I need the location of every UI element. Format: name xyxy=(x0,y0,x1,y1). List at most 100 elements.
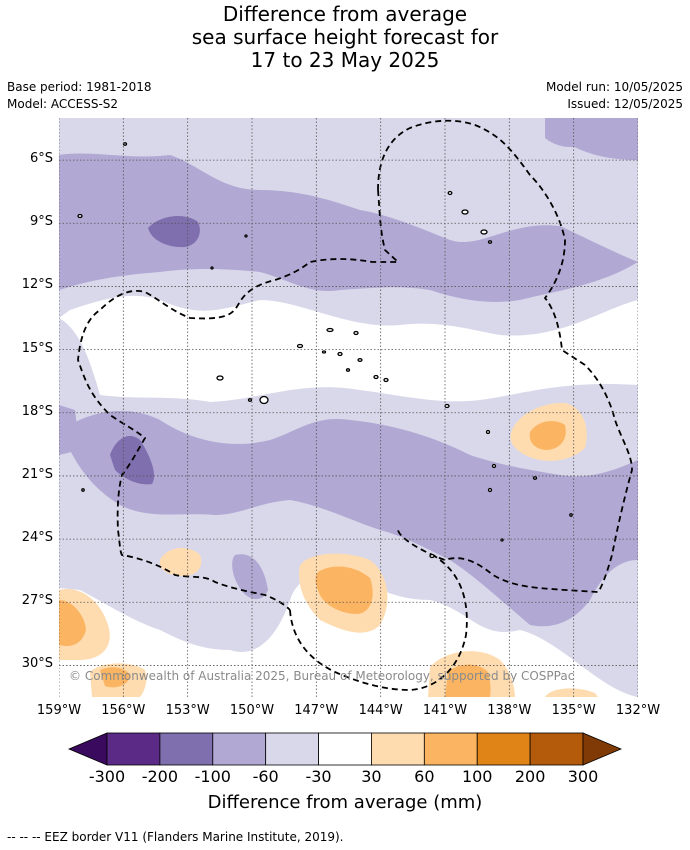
longitude-label: 159°W xyxy=(36,703,82,718)
longitude-label: 156°W xyxy=(101,703,146,718)
eez-border-marquesas xyxy=(77,119,633,611)
island xyxy=(444,403,450,409)
colorbar-segment xyxy=(159,732,214,766)
colorbar-tick-label: 300 xyxy=(567,767,599,786)
colorbar-tick-label: -200 xyxy=(141,767,179,786)
region-minus60-southeast xyxy=(615,516,638,560)
colorbar-segment xyxy=(371,732,425,766)
title-line-2: sea surface height forecast for xyxy=(191,25,499,49)
longitude-label: 144°W xyxy=(358,703,403,718)
island xyxy=(487,240,493,244)
longitude-label: 147°W xyxy=(294,703,339,718)
copyright-notice: © Commonwealth of Australia 2025, Bureau… xyxy=(69,669,575,683)
colorbar-segment xyxy=(529,732,584,766)
title-line-1: Difference from average xyxy=(222,2,468,26)
longitude-label: 135°W xyxy=(551,703,596,718)
region-minus60-northeast xyxy=(545,118,638,160)
region-minus60-west xyxy=(59,405,80,455)
island xyxy=(321,350,327,354)
region-minus100-north xyxy=(148,216,200,248)
colorbar-segment xyxy=(265,732,319,766)
region-plus60-southwest-2 xyxy=(100,667,130,688)
islands xyxy=(77,142,573,559)
model-name: Model: ACCESS-S2 xyxy=(7,97,119,111)
region-plus30-south-mid xyxy=(159,548,202,577)
longitude-label: 141°W xyxy=(422,703,468,718)
region-minus60-central xyxy=(70,410,638,627)
colorbar-segment xyxy=(106,732,161,766)
region-plus60-south xyxy=(445,664,491,697)
island xyxy=(296,343,304,349)
colorbar-tick-label: -30 xyxy=(305,767,332,786)
colorbar-tick-label: -60 xyxy=(252,767,279,786)
region-plus60-southwest xyxy=(59,600,86,647)
latitude-label: 27°S xyxy=(21,593,53,609)
colorbar-extend-high xyxy=(582,732,623,766)
island xyxy=(487,487,493,493)
latitude-label: 12°S xyxy=(21,277,53,293)
island xyxy=(210,266,214,270)
island xyxy=(337,351,343,357)
eez-border-pitcairn xyxy=(289,554,468,691)
island xyxy=(461,209,469,215)
colorbar-title: Difference from average (mm) xyxy=(207,792,483,813)
map-title: Difference from average sea surface heig… xyxy=(0,3,690,72)
colorbar-tick-label: 30 xyxy=(361,767,382,786)
latitude-label: 6°S xyxy=(29,151,53,167)
island xyxy=(326,327,334,333)
island xyxy=(485,429,491,435)
model-run: Model run: 10/05/2025 xyxy=(545,80,683,94)
island xyxy=(373,374,379,380)
island xyxy=(491,463,497,469)
meta-left: Base period: 1981-2018 Model: ACCESS-S2 xyxy=(7,79,152,113)
latitude-label: 18°S xyxy=(21,403,53,419)
colorbar-segment xyxy=(423,732,478,766)
island xyxy=(216,375,224,381)
island xyxy=(77,213,83,219)
island xyxy=(259,395,269,405)
colorbar-segment xyxy=(318,732,372,766)
colorbar-extend-low xyxy=(67,732,108,766)
base-period: Base period: 1981-2018 xyxy=(7,80,152,94)
anomaly-field xyxy=(59,118,638,697)
island xyxy=(569,513,573,517)
island xyxy=(500,538,504,542)
island xyxy=(480,229,488,235)
island xyxy=(81,488,85,492)
island xyxy=(345,368,351,372)
island xyxy=(357,358,363,362)
issued-date: Issued: 12/05/2025 xyxy=(567,97,683,111)
island xyxy=(353,330,359,336)
island xyxy=(244,234,248,238)
title-line-3: 17 to 23 May 2025 xyxy=(250,48,440,72)
latitude-label: 15°S xyxy=(21,340,53,356)
latitude-label: 21°S xyxy=(21,466,53,482)
latitude-label: 30°S xyxy=(21,656,53,672)
longitude-label: 138°W xyxy=(487,703,532,718)
region-minus60-north xyxy=(59,118,638,302)
colorbar-tick-label: -100 xyxy=(194,767,231,786)
island xyxy=(247,398,253,402)
island xyxy=(447,190,453,196)
colorbar-tick-label: 60 xyxy=(414,767,435,786)
island xyxy=(429,553,435,559)
colorbar-segment xyxy=(212,732,267,766)
latitude-label: 24°S xyxy=(21,530,53,546)
meta-right: Model run: 10/05/2025 Issued: 12/05/2025 xyxy=(546,79,683,113)
eez-legend: -- -- -- EEZ border V11 (Flanders Marine… xyxy=(7,830,344,844)
island xyxy=(122,142,128,146)
longitude-label: 132°W xyxy=(615,703,661,718)
colorbar-tick-label: 100 xyxy=(461,767,493,786)
latitude-label: 9°S xyxy=(29,214,53,230)
island xyxy=(532,476,538,480)
colorbar-tick-label: -300 xyxy=(88,767,126,786)
region-minus60-south-mid xyxy=(232,554,268,600)
colorbar-segment xyxy=(476,732,531,766)
island xyxy=(383,377,389,383)
longitude-label: 150°W xyxy=(229,703,275,718)
colorbar xyxy=(67,732,623,766)
colorbar-tick-label: 200 xyxy=(514,767,546,786)
region-plus60-east xyxy=(529,420,566,450)
longitude-label: 153°W xyxy=(165,703,210,718)
